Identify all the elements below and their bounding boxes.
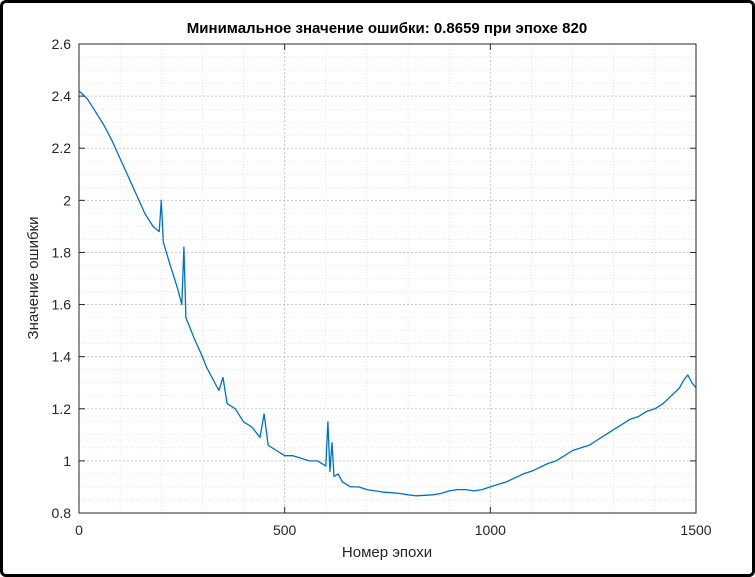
chart-title: Минимальное значение ошибки: 0.8659 при …: [187, 20, 587, 37]
y-tick-label: 2.4: [52, 88, 72, 104]
x-tick-label: 0: [75, 522, 83, 538]
x-axis-label: Номер эпохи: [342, 544, 432, 561]
plot-area: [79, 44, 696, 513]
y-tick-label: 1.8: [52, 244, 72, 260]
y-tick-label: 0.8: [52, 505, 72, 521]
minor-grid: [79, 44, 696, 513]
y-tick-label: 1.6: [52, 297, 72, 313]
series-line: [78, 90, 697, 497]
y-tick-label: 2.6: [52, 36, 72, 52]
y-tick-label: 2.2: [52, 140, 72, 156]
x-tick-label: 1000: [475, 522, 506, 538]
y-tick-label: 1.4: [52, 349, 72, 365]
y-tick-label: 1.2: [52, 401, 72, 417]
plot-border: [78, 43, 697, 514]
axis-ticks: [78, 43, 697, 514]
x-tick-labels: 0 500 1000 1500: [75, 522, 712, 538]
x-tick-label: 500: [273, 522, 297, 538]
y-axis-label: Значение ошибки: [25, 217, 42, 340]
y-tick-labels: 0.8 1 1.2 1.4 1.6 1.8 2 2.2 2.4 2.6: [52, 36, 72, 521]
y-tick-label: 2: [63, 192, 71, 208]
y-tick-label: 1: [63, 453, 71, 469]
x-tick-label: 1500: [680, 522, 711, 538]
